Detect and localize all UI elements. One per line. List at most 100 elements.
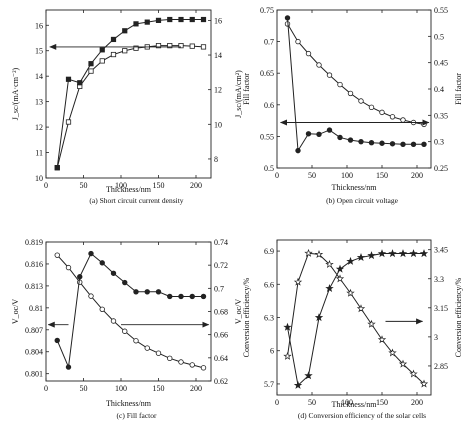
data-point	[326, 72, 333, 78]
data-point	[189, 43, 195, 49]
y-left-tick-label: 0.819	[25, 238, 43, 247]
data-point	[99, 306, 105, 313]
y-left-tick-label: 12	[35, 123, 43, 132]
data-point	[189, 362, 195, 368]
y-right-tick-label: 0.35	[434, 111, 448, 120]
data-point	[367, 251, 376, 260]
data-point	[110, 270, 117, 276]
data-point	[99, 58, 105, 64]
data-point	[337, 81, 343, 88]
data-point	[377, 335, 387, 344]
y-right-tick-label: 3.45	[434, 246, 448, 255]
plot-frame	[45, 9, 212, 179]
data-point	[77, 274, 83, 280]
data-point	[65, 119, 72, 125]
x-tick-label: 200	[190, 384, 202, 393]
data-point	[144, 19, 150, 25]
chart-panel-d: 0 50 100 150 200 5.7 6 6.3 6.6 6.9 2.85 3 3.15 3.3 3.4…	[242, 239, 463, 420]
series-line-2	[56, 19, 204, 168]
data-point	[316, 62, 322, 68]
data-point	[410, 141, 417, 147]
x-tick-label: 0	[44, 181, 48, 190]
y-right-tick-label: 0.5	[434, 32, 444, 41]
data-point	[295, 147, 301, 154]
data-point	[167, 16, 173, 23]
y-left-tick-label: 0.75	[260, 6, 274, 15]
data-point	[178, 16, 184, 23]
data-point	[133, 45, 139, 51]
data-point	[122, 328, 128, 334]
series-line-1	[56, 45, 204, 168]
data-point	[358, 138, 364, 145]
y-left-tick-label: 14	[35, 72, 43, 81]
data-point	[314, 313, 324, 322]
y-left-axis-label: J_sc/(mA·cm⁻²)	[11, 67, 20, 120]
x-tick-label: 100	[341, 398, 353, 407]
y-right-axis-label: Fill factor	[454, 73, 463, 105]
data-point	[122, 28, 128, 34]
plot-frame	[45, 241, 212, 382]
y-right-axis-label: J_sc/(mA/cm²)	[234, 70, 243, 118]
data-point	[335, 264, 345, 273]
x-tick-label: 100	[115, 384, 127, 393]
y-left-tick-label: 0.804	[25, 348, 43, 357]
data-point	[284, 15, 291, 21]
y-left-tick-label: 6.9	[264, 247, 274, 256]
y-left-axis-label: Conversion efficiency/%	[242, 277, 251, 357]
y-right-tick-label: 0.55	[434, 6, 448, 15]
y-left-tick-label: 5.7	[264, 380, 274, 389]
data-point	[379, 109, 385, 116]
data-point	[54, 337, 60, 344]
y-left-tick-label: 0.816	[25, 260, 43, 269]
data-point	[367, 319, 376, 328]
y-right-tick-label: 0.25	[434, 164, 448, 173]
data-point	[400, 117, 406, 123]
x-tick-label: 100	[341, 171, 353, 180]
data-point	[304, 371, 313, 380]
panel-caption: (c) Fill factor	[117, 411, 157, 420]
data-point	[155, 289, 162, 295]
data-point	[314, 249, 324, 258]
y-left-tick-label: 6.6	[264, 280, 274, 289]
data-point	[178, 43, 184, 49]
data-point	[346, 288, 355, 297]
data-point	[305, 50, 312, 57]
data-point	[409, 369, 418, 378]
x-axis-label: Thickness/nm	[106, 185, 152, 194]
x-tick-label: 50	[308, 171, 316, 180]
data-point	[368, 140, 375, 146]
series-line-1	[56, 254, 204, 369]
y-right-tick-label: 0.45	[434, 59, 448, 68]
chart-panel-b: 0 50 100 150 200 0.5 0.55 0.6 0.65 0.7 0.75 0.25 0.3…	[242, 6, 463, 205]
data-point	[389, 141, 396, 147]
data-point	[77, 80, 83, 86]
y-right-tick-label: 8	[214, 155, 218, 164]
data-point	[316, 131, 322, 137]
panel-caption: (d) Conversion efficiency of the solar c…	[298, 411, 426, 420]
data-point	[110, 318, 117, 324]
data-point	[133, 338, 139, 344]
data-point	[295, 38, 301, 45]
x-tick-label: 150	[376, 171, 388, 180]
x-tick-label: 50	[80, 181, 88, 190]
data-point	[133, 289, 139, 295]
data-point	[88, 68, 94, 74]
data-point	[200, 16, 207, 23]
x-tick-label: 150	[376, 398, 388, 407]
x-tick-label: 150	[153, 181, 165, 190]
y-left-tick-label: 0.65	[260, 69, 274, 78]
data-point	[409, 249, 418, 258]
y-right-tick-label: 0.7	[214, 284, 224, 293]
x-axis-label: Thickness/nm	[332, 400, 378, 409]
data-point	[304, 248, 313, 257]
y-right-tick-label: 16	[214, 16, 222, 25]
y-right-tick-label: 3.3	[434, 275, 444, 284]
y-right-tick-label: 0.64	[214, 354, 228, 363]
data-point	[389, 114, 396, 120]
data-point	[398, 359, 408, 368]
data-point	[200, 365, 207, 371]
x-tick-label: 200	[411, 171, 423, 180]
y-right-axis-label: Conversion efficiency/%	[454, 277, 463, 357]
series-line-2	[56, 252, 204, 370]
